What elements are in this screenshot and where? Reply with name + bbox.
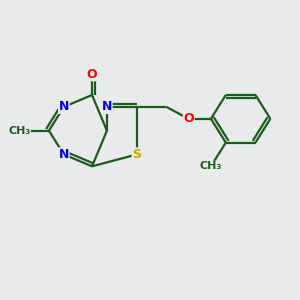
Text: O: O bbox=[183, 112, 194, 125]
Text: O: O bbox=[87, 68, 98, 81]
Text: S: S bbox=[132, 148, 141, 161]
Text: CH₃: CH₃ bbox=[8, 126, 30, 136]
Text: CH₃: CH₃ bbox=[200, 161, 222, 171]
Text: N: N bbox=[58, 100, 69, 113]
Text: N: N bbox=[102, 100, 112, 113]
Text: N: N bbox=[58, 148, 69, 161]
